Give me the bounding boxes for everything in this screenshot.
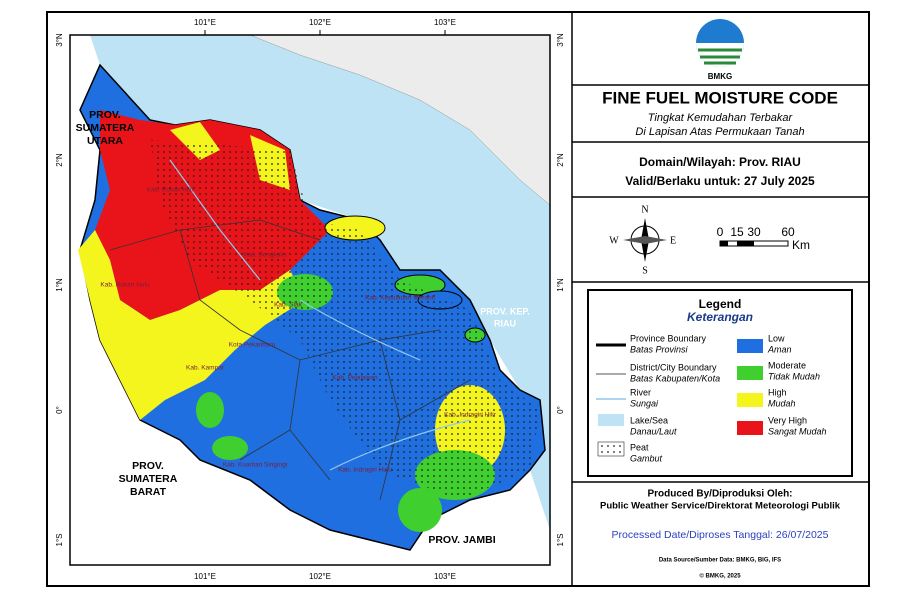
map-area	[69, 34, 551, 566]
legend-label: Low	[768, 333, 785, 343]
legend-swatch	[737, 421, 763, 435]
legend-box	[587, 289, 853, 477]
legend-label-id: Mudah	[768, 398, 796, 408]
province-label: PROV.	[132, 460, 164, 472]
lat-label: 0°	[556, 406, 565, 414]
produced-by: Produced By/Diproduksi Oleh:	[647, 489, 792, 500]
legend-label: Lake/Sea	[630, 415, 668, 425]
legend-label-id: Sangat Mudah	[768, 426, 827, 436]
scale-bar	[719, 240, 789, 247]
province-label: PROV. JAMBI	[428, 534, 495, 546]
district-label: Kab. Pelalawan	[332, 375, 378, 382]
legend-label: River	[630, 387, 651, 397]
legend-feature-symbols	[596, 343, 626, 457]
legend-label-id: Aman	[767, 344, 792, 354]
province-label: SUMATERA	[119, 473, 178, 485]
district-label: Kab. Kuantan Singingi	[223, 462, 287, 469]
lat-label: 1°N	[55, 278, 64, 292]
sea	[90, 35, 550, 530]
valid-date: Valid/Berlaku untuk: 27 July 2025	[625, 174, 815, 188]
province-label: BARAT	[130, 486, 167, 498]
lon-label: 102°E	[309, 572, 331, 581]
subtitle: Di Lapisan Atas Permukaan Tanah	[635, 126, 804, 138]
lon-label: 103°E	[434, 572, 456, 581]
lat-label: 2°N	[55, 153, 64, 167]
province-label: PROV. KEP.	[480, 306, 530, 316]
district-label: Kab. Kampar	[186, 365, 225, 372]
legend-label: Peat	[630, 442, 649, 452]
legend-label: Very High	[768, 415, 807, 425]
lat-label: 1°S	[556, 534, 565, 547]
title: FINE FUEL MOISTURE CODE	[602, 88, 838, 107]
district-label: Kab. Rokan Hulu	[100, 282, 150, 289]
lat-label: 1°S	[55, 534, 64, 547]
lat-label: 1°N	[556, 278, 565, 292]
legend-label: District/City Boundary	[630, 362, 717, 372]
district-label: Kota Pekanbaru	[229, 342, 276, 349]
peat-area	[150, 140, 540, 500]
district-label: Kab. Bengkalis	[243, 252, 287, 259]
scale-label: 15	[730, 225, 744, 239]
logo-text: BMKG	[708, 72, 732, 81]
district-label: Kab. Indragiri Hilir	[444, 412, 496, 419]
legend-title: Legend	[699, 297, 742, 311]
district-boundaries	[109, 219, 471, 501]
legend-swatch	[737, 393, 763, 407]
lon-label: 102°E	[309, 18, 331, 27]
lat-label: 0°	[55, 406, 64, 414]
compass-e: E	[670, 235, 676, 246]
domain: Domain/Wilayah: Prov. RIAU	[639, 155, 801, 169]
lon-label: 103°E	[434, 18, 456, 27]
lon-label: 101°E	[194, 18, 216, 27]
legend-swatch	[737, 366, 763, 380]
legend-label: Moderate	[768, 360, 806, 370]
legend-subtitle: Keterangan	[687, 310, 753, 324]
compass-w: W	[609, 235, 619, 246]
copyright: © BMKG, 2025	[699, 573, 741, 580]
legend-label-id: Batas Provinsi	[630, 344, 689, 354]
compass	[623, 218, 667, 262]
scale-label: 30	[747, 225, 761, 239]
subtitle: Tingkat Kemudahan Terbakar	[648, 112, 794, 124]
moderate-zone	[212, 436, 248, 460]
district-label: Kab. Kepulauan Meranti	[365, 295, 435, 302]
district-label: Kab. Rokan Hilir	[147, 187, 195, 194]
province-label: UTARA	[87, 135, 123, 147]
scale-label: 60	[781, 225, 795, 239]
map-frame	[69, 34, 551, 566]
moderate-zone	[196, 392, 224, 428]
lat-label: 2°N	[556, 153, 565, 167]
bmkg-logo	[696, 19, 744, 67]
district-label: Kab. Siak	[274, 302, 303, 309]
legend-label: Province Boundary	[630, 333, 707, 343]
producer: Public Weather Service/Direktorat Meteor…	[600, 501, 841, 512]
lat-label: 3°N	[556, 33, 565, 47]
info-panel	[571, 12, 869, 586]
moderate-zone	[398, 488, 442, 532]
province-label: RIAU	[494, 318, 516, 328]
legend-label-id: Danau/Laut	[630, 426, 677, 436]
high-zone	[78, 230, 305, 420]
province-label: PROV.	[89, 109, 121, 121]
legend-swatch	[737, 339, 763, 353]
compass-s: S	[642, 265, 648, 276]
legend-label-id: Sungai	[630, 398, 659, 408]
lon-label: 101°E	[194, 572, 216, 581]
legend-label-id: Tidak Mudah	[768, 371, 820, 381]
compass-n: N	[641, 204, 648, 215]
river	[169, 159, 471, 471]
legend-label-id: Gambut	[630, 453, 663, 463]
district-label: Kab. Indragiri Hulu	[338, 467, 392, 474]
legend-label: High	[768, 387, 787, 397]
lat-label: 3°N	[55, 33, 64, 47]
province-label: SUMATERA	[76, 122, 135, 134]
scale-label: 0	[717, 225, 724, 239]
processed-date: Processed Date/Diproses Tanggal: 26/07/2…	[612, 529, 829, 541]
legend-label-id: Batas Kabupaten/Kota	[630, 373, 720, 383]
data-source: Data Source/Sumber Data: BMKG, BIG, IFS	[659, 558, 781, 564]
scale-unit: Km	[792, 238, 810, 252]
outer-frame	[46, 11, 870, 587]
